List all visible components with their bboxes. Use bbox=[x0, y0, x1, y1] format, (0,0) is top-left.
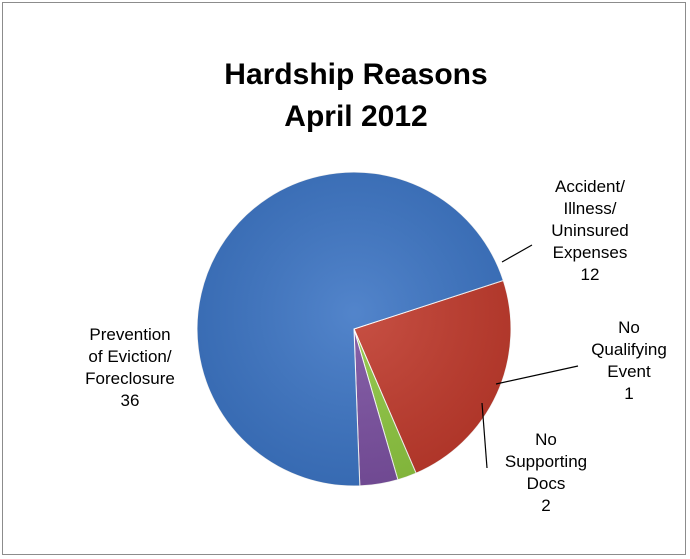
slice-labels: Accident/Illness/UninsuredExpenses12NoQu… bbox=[85, 177, 667, 515]
slice-value-label-2: 2 bbox=[541, 496, 550, 515]
pie-slices bbox=[196, 171, 512, 487]
leader-line-2 bbox=[481, 402, 488, 469]
slice-value-label-1: 1 bbox=[624, 384, 633, 403]
slice-label-2-line-1: Supporting bbox=[505, 452, 587, 471]
slice-label-2-line-2: Docs bbox=[527, 474, 566, 493]
slice-value-label-0: 12 bbox=[581, 265, 600, 284]
slice-label-1-line-2: Event bbox=[607, 362, 651, 381]
leader-line-0 bbox=[501, 244, 533, 263]
slice-label-0-line-1: Illness/ bbox=[564, 199, 617, 218]
slice-label-3-line-0: Prevention bbox=[89, 325, 170, 344]
slice-value-label-3: 36 bbox=[121, 391, 140, 410]
slice-label-1-line-1: Qualifying bbox=[591, 340, 667, 359]
slice-label-3-line-2: Foreclosure bbox=[85, 369, 175, 388]
slice-label-0-line-2: Uninsured bbox=[551, 221, 629, 240]
slice-label-3-line-1: of Eviction/ bbox=[88, 347, 171, 366]
leader-line-1 bbox=[495, 365, 579, 385]
chart-title-line-2: April 2012 bbox=[284, 100, 427, 133]
slice-label-0-line-3: Expenses bbox=[553, 243, 628, 262]
slice-label-2-line-0: No bbox=[535, 430, 557, 449]
slice-label-1-line-0: No bbox=[618, 318, 640, 337]
slice-label-0-line-0: Accident/ bbox=[555, 177, 625, 196]
chart-title-line-1: Hardship Reasons bbox=[224, 58, 487, 91]
leader-lines bbox=[481, 244, 579, 469]
